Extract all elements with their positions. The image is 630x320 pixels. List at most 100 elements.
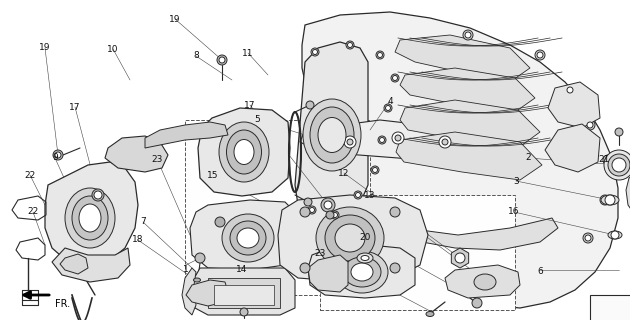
Ellipse shape [343, 257, 381, 287]
Ellipse shape [234, 140, 254, 164]
Circle shape [463, 30, 473, 40]
Circle shape [565, 85, 575, 95]
Ellipse shape [237, 228, 259, 248]
Circle shape [605, 195, 615, 205]
Ellipse shape [601, 195, 619, 205]
Circle shape [390, 263, 400, 273]
Text: 8: 8 [193, 52, 199, 60]
Bar [208, 278, 280, 308]
Ellipse shape [310, 107, 354, 163]
Text: 13: 13 [364, 191, 375, 201]
Circle shape [583, 233, 593, 243]
Circle shape [219, 57, 225, 63]
Circle shape [331, 211, 339, 219]
Polygon shape [395, 35, 530, 82]
Text: 16: 16 [508, 207, 520, 217]
Text: 10: 10 [107, 44, 118, 53]
Circle shape [455, 253, 465, 263]
Text: FR.: FR. [55, 299, 70, 309]
Bar [185, 120, 370, 295]
Ellipse shape [316, 207, 384, 269]
Polygon shape [145, 122, 228, 148]
Text: 3: 3 [513, 177, 519, 186]
Ellipse shape [361, 255, 369, 260]
Circle shape [439, 136, 451, 148]
Circle shape [587, 122, 593, 128]
Text: 17: 17 [69, 102, 81, 111]
Polygon shape [182, 268, 196, 315]
Ellipse shape [65, 188, 115, 248]
Text: 15: 15 [207, 171, 219, 180]
Circle shape [392, 132, 404, 144]
Polygon shape [45, 162, 138, 268]
Circle shape [602, 197, 608, 203]
Polygon shape [198, 108, 290, 196]
Polygon shape [400, 100, 540, 148]
Polygon shape [105, 136, 168, 172]
Ellipse shape [227, 130, 261, 174]
Circle shape [348, 43, 353, 47]
Circle shape [567, 87, 573, 93]
Ellipse shape [230, 221, 266, 255]
Circle shape [195, 253, 205, 263]
Circle shape [395, 135, 401, 141]
Ellipse shape [303, 99, 361, 171]
Circle shape [306, 101, 314, 109]
Text: 12: 12 [338, 169, 350, 178]
Ellipse shape [325, 215, 375, 261]
Circle shape [354, 191, 362, 199]
Circle shape [311, 48, 319, 56]
Circle shape [384, 104, 392, 112]
Text: 4: 4 [387, 97, 393, 106]
Circle shape [324, 201, 332, 209]
Polygon shape [400, 68, 535, 112]
Ellipse shape [357, 253, 373, 263]
Circle shape [376, 51, 384, 59]
Circle shape [300, 207, 310, 217]
Text: 17: 17 [244, 100, 256, 109]
Circle shape [326, 211, 334, 219]
Ellipse shape [351, 263, 373, 281]
Circle shape [600, 195, 610, 205]
Text: 20: 20 [359, 234, 370, 243]
Text: 19: 19 [169, 14, 181, 23]
Ellipse shape [219, 122, 269, 182]
Bar [214, 285, 274, 305]
Circle shape [378, 136, 386, 144]
Text: 1: 1 [183, 266, 189, 275]
Polygon shape [52, 248, 130, 282]
Bar [320, 195, 515, 310]
Circle shape [390, 207, 400, 217]
Circle shape [333, 212, 338, 218]
Polygon shape [626, 168, 630, 218]
Text: 19: 19 [39, 44, 51, 52]
Circle shape [304, 198, 312, 206]
Text: 14: 14 [236, 266, 248, 275]
Circle shape [347, 139, 353, 145]
Circle shape [371, 166, 379, 174]
Text: 6: 6 [537, 268, 543, 276]
Polygon shape [60, 254, 88, 274]
Ellipse shape [426, 311, 434, 316]
Text: 5: 5 [254, 116, 260, 124]
Circle shape [472, 298, 482, 308]
Text: 22: 22 [27, 207, 38, 217]
Circle shape [355, 193, 360, 197]
Circle shape [55, 152, 61, 158]
Circle shape [344, 136, 356, 148]
Circle shape [53, 150, 63, 160]
Circle shape [603, 155, 613, 165]
Ellipse shape [318, 117, 346, 153]
Polygon shape [308, 255, 348, 292]
Polygon shape [451, 248, 469, 268]
Polygon shape [186, 280, 228, 306]
Polygon shape [190, 200, 298, 270]
Ellipse shape [604, 150, 630, 180]
Text: 7: 7 [140, 218, 146, 227]
Ellipse shape [336, 251, 388, 293]
Circle shape [300, 263, 310, 273]
Circle shape [535, 50, 545, 60]
Circle shape [215, 217, 225, 227]
Text: 22: 22 [25, 171, 36, 180]
Circle shape [309, 207, 314, 212]
